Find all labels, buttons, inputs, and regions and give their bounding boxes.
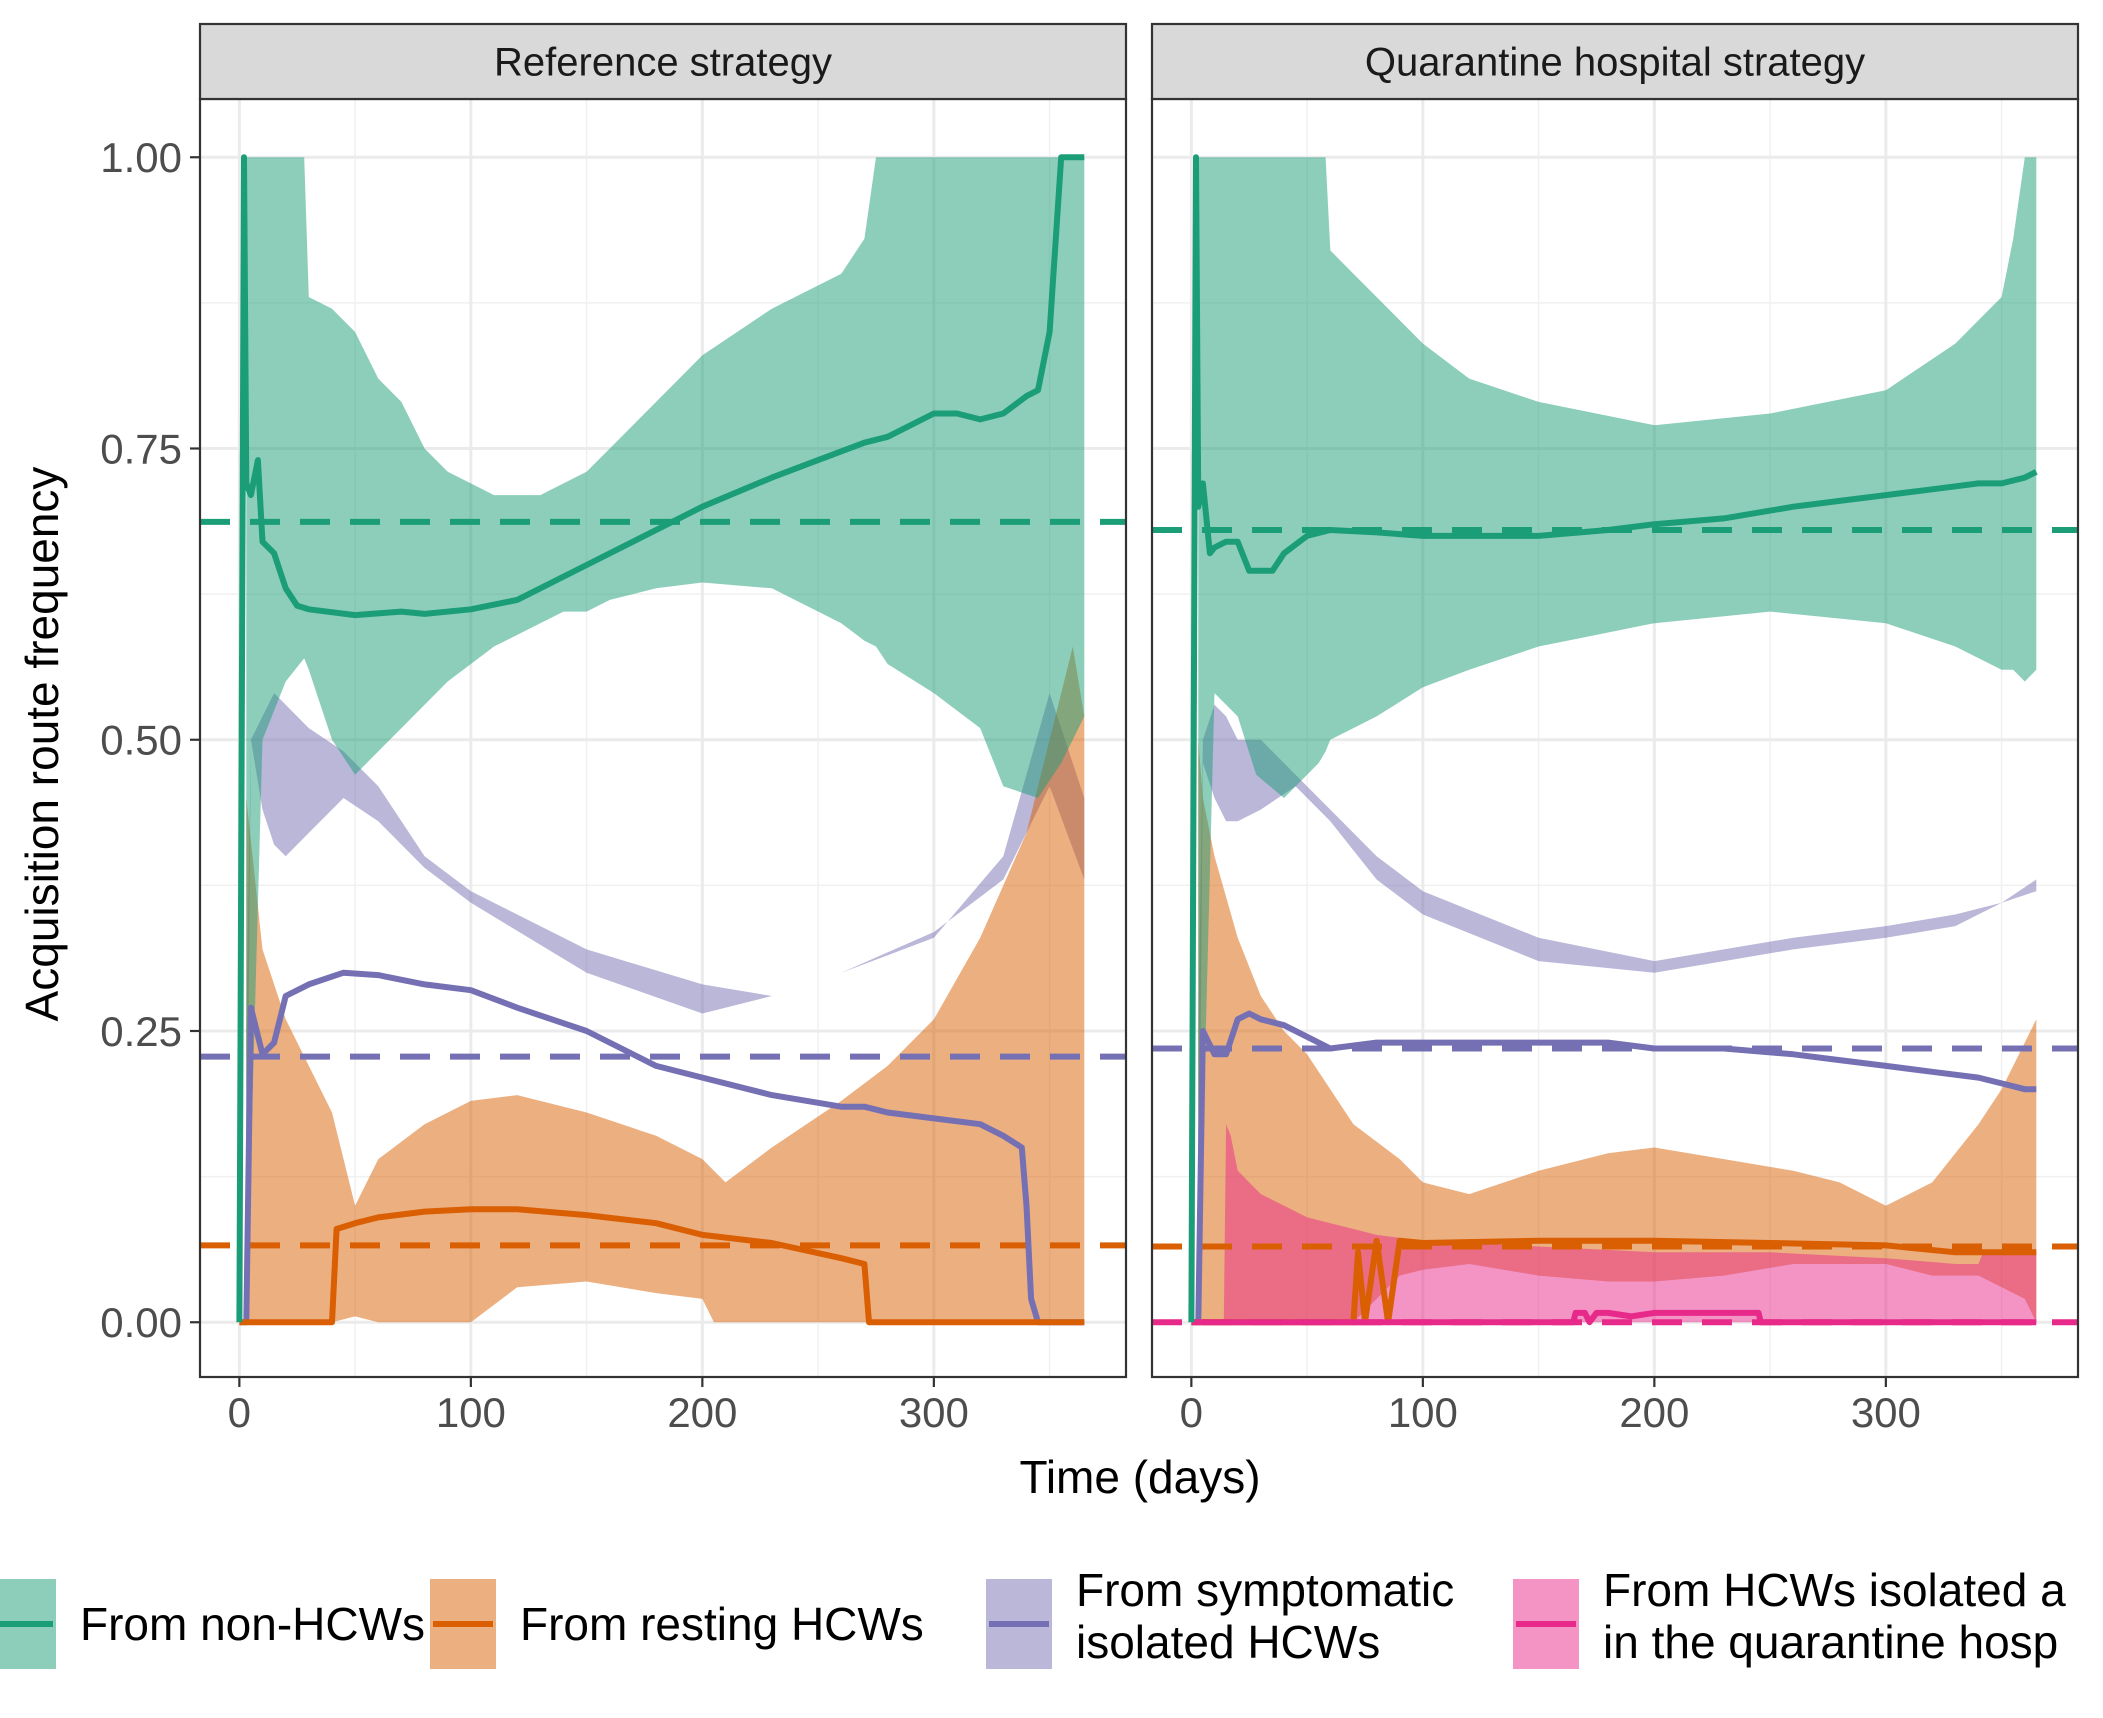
y-tick-label: 0.75 xyxy=(100,425,182,472)
legend-label: isolated HCWs xyxy=(1076,1616,1380,1668)
series-line-symptomatic xyxy=(1191,1010,2037,1326)
ribbon-quarantine xyxy=(1223,1124,2037,1323)
ribbon-non_hcw xyxy=(1198,157,2037,1323)
series-line-non_hcw xyxy=(1188,154,2038,1323)
panel-reference-strategy: Reference strategy 0 100 200 300 0.00 0.25 0.50… xyxy=(100,22,1128,1436)
strip-title: Reference strategy xyxy=(494,41,832,85)
strip-background xyxy=(198,22,1128,101)
series-line-resting xyxy=(1191,1237,2037,1326)
x-tick-label: 100 xyxy=(1388,1389,1458,1436)
legend-label: From resting HCWs xyxy=(520,1598,924,1650)
legend-label: From symptomatic xyxy=(1076,1564,1454,1616)
ribbon-resting xyxy=(1198,739,2037,1323)
y-axis-title: Acquisition route frequency xyxy=(16,467,68,1022)
ribbon-symptomatic xyxy=(246,693,1085,1323)
series-line-symptomatic xyxy=(239,969,1085,1326)
legend-label: From non-HCWs xyxy=(80,1598,425,1650)
series-line-quarantine xyxy=(1191,1309,2037,1326)
legend-item-non_hcw: From non-HCWs xyxy=(0,1579,425,1669)
x-tick-label: 300 xyxy=(1851,1389,1921,1436)
legend-item-resting: From resting HCWs xyxy=(430,1579,924,1669)
legend-item-quarantine: From HCWs isolated ain the quarantine ho… xyxy=(1513,1564,2066,1669)
x-axis-title: Time (days) xyxy=(1019,1451,1260,1503)
series-line-resting xyxy=(239,1206,1085,1326)
x-tick-label: 200 xyxy=(1619,1389,1689,1436)
y-tick-label: 0.25 xyxy=(100,1008,182,1055)
x-tick-label: 300 xyxy=(899,1389,969,1436)
y-tick-label: 0.50 xyxy=(100,717,182,764)
legend: From non-HCWs From resting HCWs From sympt… xyxy=(0,1564,2066,1669)
data-layer xyxy=(1152,154,2078,1326)
ribbon-non_hcw xyxy=(246,157,1085,1323)
x-tick-label: 0 xyxy=(228,1389,251,1436)
panel-quarantine-hospital-strategy: Quarantine hospital strategy 0 100 200 300 xyxy=(1150,22,2080,1436)
series-line-non_hcw xyxy=(236,154,1085,1323)
strip-background xyxy=(1150,22,2080,101)
data-layer xyxy=(200,154,1126,1326)
ribbon-resting xyxy=(246,646,1085,1323)
x-tick-label: 200 xyxy=(667,1389,737,1436)
x-tick-label: 0 xyxy=(1180,1389,1203,1436)
legend-label: in the quarantine hosp xyxy=(1603,1616,2058,1668)
y-tick-label: 1.00 xyxy=(100,134,182,181)
legend-label: From HCWs isolated a xyxy=(1603,1564,2066,1616)
y-tick-label: 0.00 xyxy=(100,1299,182,1346)
strip-title: Quarantine hospital strategy xyxy=(1365,41,1865,85)
x-tick-label: 100 xyxy=(436,1389,506,1436)
